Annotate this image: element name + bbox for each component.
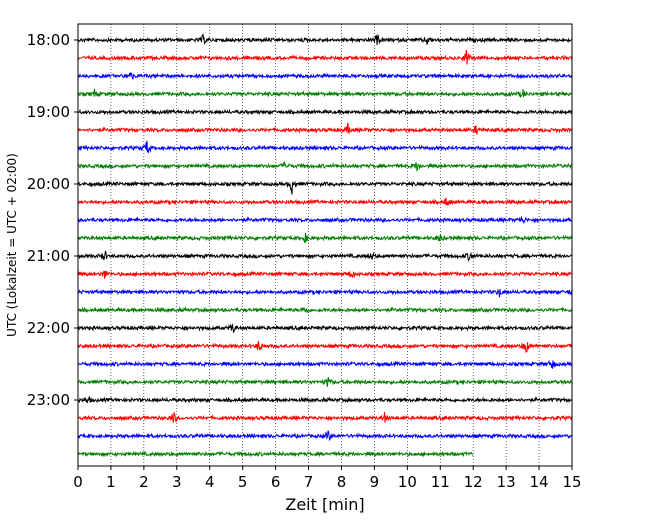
y-tick-label: 18:00 [27, 31, 70, 49]
trace-line [77, 122, 573, 135]
trace-line [77, 341, 573, 354]
trace-line [77, 88, 573, 98]
x-tick-label: 3 [172, 473, 182, 491]
trace-line [77, 270, 573, 279]
x-tick-label: 15 [562, 473, 581, 491]
trace-layer [77, 33, 573, 458]
y-tick-label: 22:00 [27, 319, 70, 337]
x-tick-label: 2 [139, 473, 149, 491]
trace-line [77, 33, 573, 46]
y-tick-label: 21:00 [27, 247, 70, 265]
y-tick-label: 23:00 [27, 391, 70, 409]
x-tick-label: 5 [238, 473, 248, 491]
trace-line [77, 359, 573, 369]
x-tick-label: 14 [530, 473, 549, 491]
x-tick-label: 8 [337, 473, 347, 491]
x-tick-label: 10 [398, 473, 417, 491]
trace-line [77, 430, 573, 442]
trace-line [77, 450, 474, 458]
x-tick-label: 9 [370, 473, 380, 491]
trace-line [77, 250, 573, 262]
trace-line [77, 197, 573, 206]
x-tick-label: 6 [271, 473, 281, 491]
x-tick-label: 0 [73, 473, 83, 491]
plot-frame [77, 23, 573, 467]
trace-line [77, 140, 573, 154]
y-axis-label: UTC (Lokalzeit = UTC + 02:00) [5, 153, 19, 337]
trace-line [77, 232, 573, 244]
x-axis-label: Zeit [min] [285, 495, 364, 514]
x-tick-label: 11 [431, 473, 450, 491]
x-tick-label: 7 [304, 473, 314, 491]
y-tick-label: 19:00 [27, 103, 70, 121]
trace-line [77, 376, 573, 387]
x-tick-label: 4 [205, 473, 215, 491]
trace-line [77, 411, 573, 424]
x-axis-ticks: 0 1 2 3 4 5 6 7 8 9 10 11 12 13 14 15 [73, 466, 582, 491]
trace-line [77, 215, 573, 225]
y-tick-label: 20:00 [27, 175, 70, 193]
trace-line [77, 180, 573, 195]
trace-line [77, 323, 573, 334]
trace-line [77, 288, 573, 298]
x-tick-label: 12 [464, 473, 483, 491]
trace-line [77, 71, 573, 80]
x-tick-label: 1 [106, 473, 116, 491]
y-axis-ticks: 18:00 19:00 20:00 21:00 22:00 23:00 [27, 31, 78, 409]
trace-line [77, 161, 573, 173]
trace-line [77, 108, 573, 116]
trace-line [77, 306, 573, 314]
x-tick-label: 13 [497, 473, 516, 491]
trace-line [77, 396, 573, 404]
trace-line [77, 50, 573, 65]
